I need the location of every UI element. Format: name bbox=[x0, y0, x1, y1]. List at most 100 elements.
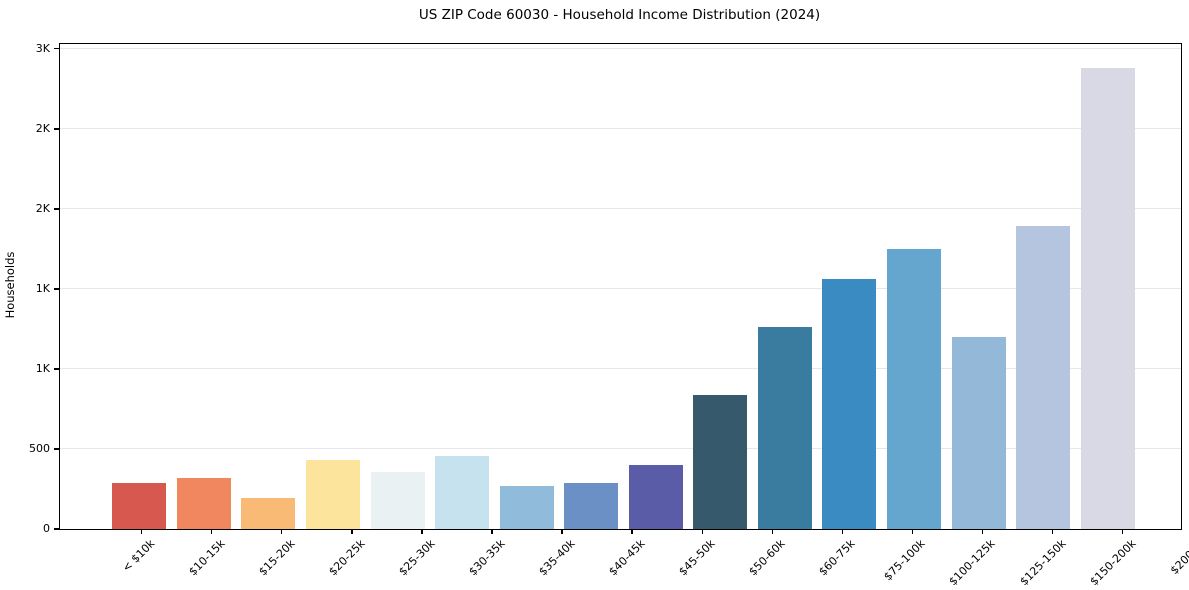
x-slot: $35-40k bbox=[526, 529, 596, 589]
x-tick-label: $25-30k bbox=[396, 537, 438, 579]
x-tick-mark bbox=[771, 529, 773, 534]
x-slot: $200k+ bbox=[1157, 529, 1189, 589]
x-tick-label: $10-15k bbox=[186, 537, 228, 579]
bars-layer bbox=[60, 44, 1181, 529]
x-tick-mark bbox=[141, 529, 143, 534]
gridline bbox=[60, 288, 1181, 290]
x-tick-label: $15-20k bbox=[256, 537, 298, 579]
bar-30-35k bbox=[435, 456, 490, 529]
x-tick-mark bbox=[561, 529, 563, 534]
x-tick-mark bbox=[281, 529, 283, 534]
bar-200k bbox=[1080, 68, 1135, 529]
y-tick-label: 3K bbox=[35, 41, 50, 55]
x-slot: $100-125k bbox=[947, 529, 1017, 589]
bar-50-60k bbox=[693, 394, 748, 529]
x-slot: $50-60k bbox=[737, 529, 807, 589]
x-slot: $125-150k bbox=[1017, 529, 1087, 589]
x-tick-label: $45-50k bbox=[676, 537, 718, 579]
bar-slot bbox=[365, 44, 430, 529]
bar-slot bbox=[559, 44, 624, 529]
bar-100-125k bbox=[887, 248, 942, 529]
bar-75-100k bbox=[822, 279, 877, 529]
x-slot: $40-45k bbox=[596, 529, 666, 589]
bar-slot bbox=[688, 44, 753, 529]
x-tick-mark bbox=[421, 529, 423, 534]
bar-slot bbox=[494, 44, 559, 529]
y-tick-mark bbox=[54, 128, 59, 130]
x-tick-mark bbox=[351, 529, 353, 534]
x-axis: < $10k $10-15k $15-20k $20-25k $25-30k $30-35… bbox=[59, 529, 1189, 589]
bar-45-50k bbox=[628, 464, 683, 529]
bar-20-25k bbox=[305, 460, 360, 529]
bar-slot bbox=[946, 44, 1011, 529]
y-tick-label: 500 bbox=[29, 441, 50, 455]
bar-slot bbox=[1075, 44, 1140, 529]
bar-150-200k bbox=[1016, 226, 1071, 529]
x-tick-label: $200k+ bbox=[1168, 537, 1189, 578]
bar-slot bbox=[882, 44, 947, 529]
bar-slot bbox=[624, 44, 689, 529]
bar-slot bbox=[1011, 44, 1076, 529]
x-tick-label: < $10k bbox=[119, 537, 158, 575]
x-tick-label: $100-125k bbox=[946, 537, 998, 589]
x-tick-mark bbox=[631, 529, 633, 534]
x-tick-label: $20-25k bbox=[326, 537, 368, 579]
x-tick-label: $150-200k bbox=[1086, 537, 1139, 589]
y-tick-mark bbox=[54, 48, 59, 50]
x-tick-mark bbox=[1121, 529, 1124, 534]
bar-slot bbox=[236, 44, 301, 529]
y-tick-mark bbox=[54, 528, 59, 530]
x-slot: $30-35k bbox=[456, 529, 526, 589]
x-tick-mark bbox=[701, 529, 703, 534]
bar-15-20k bbox=[241, 497, 296, 529]
x-tick-label: $50-60k bbox=[746, 537, 788, 579]
y-tick-label: 1K bbox=[35, 281, 50, 295]
x-tick-label: $30-35k bbox=[466, 537, 508, 579]
bar-10k bbox=[112, 483, 167, 529]
x-tick-label: $125-150k bbox=[1016, 537, 1069, 589]
y-tick-label: 0 bbox=[43, 522, 50, 535]
x-tick-mark bbox=[981, 529, 984, 534]
bar-slot bbox=[107, 44, 172, 529]
x-slot: $75-100k bbox=[877, 529, 947, 589]
x-slot: $25-30k bbox=[386, 529, 456, 589]
chart-title: US ZIP Code 60030 - Household Income Dis… bbox=[418, 7, 821, 23]
x-slot: $20-25k bbox=[316, 529, 386, 589]
gridline bbox=[60, 368, 1181, 370]
x-slot: $45-50k bbox=[667, 529, 737, 589]
bar-25-30k bbox=[370, 472, 425, 529]
y-tick-label: 2K bbox=[35, 201, 50, 215]
bar-slot bbox=[753, 44, 818, 529]
y-tick-mark bbox=[54, 288, 59, 290]
bar-slot bbox=[430, 44, 495, 529]
plot-area: 0 500 1K 1K 2K 2K 3K bbox=[29, 42, 1182, 535]
x-tick-mark bbox=[211, 529, 213, 534]
x-slot: $150-200k bbox=[1087, 529, 1157, 589]
gridline bbox=[60, 208, 1181, 210]
gridline bbox=[60, 128, 1181, 130]
x-slot: $60-75k bbox=[807, 529, 877, 589]
y-tick-label: 2K bbox=[35, 121, 50, 135]
bar-slot bbox=[301, 44, 366, 529]
x-slot: $10-15k bbox=[176, 529, 246, 589]
bar-10-15k bbox=[176, 477, 231, 529]
x-tick-mark bbox=[491, 529, 493, 534]
x-slot: < $10k bbox=[106, 529, 176, 589]
y-tick-mark bbox=[54, 208, 59, 210]
x-slot: $15-20k bbox=[246, 529, 316, 589]
y-tick-label: 1K bbox=[35, 361, 50, 375]
y-tick-mark bbox=[54, 368, 59, 370]
gridline bbox=[60, 48, 1181, 50]
bar-60-75k bbox=[757, 326, 812, 529]
bar-slot bbox=[172, 44, 237, 529]
x-tick-mark bbox=[841, 529, 843, 534]
bar-slot bbox=[817, 44, 882, 529]
bar-35-40k bbox=[499, 485, 554, 529]
x-tick-mark bbox=[1051, 529, 1054, 534]
x-tick-label: $75-100k bbox=[881, 537, 928, 584]
x-tick-mark bbox=[911, 529, 914, 534]
x-tick-label: $40-45k bbox=[606, 537, 648, 579]
x-tick-label: $60-75k bbox=[816, 537, 858, 579]
gridline bbox=[60, 448, 1181, 450]
